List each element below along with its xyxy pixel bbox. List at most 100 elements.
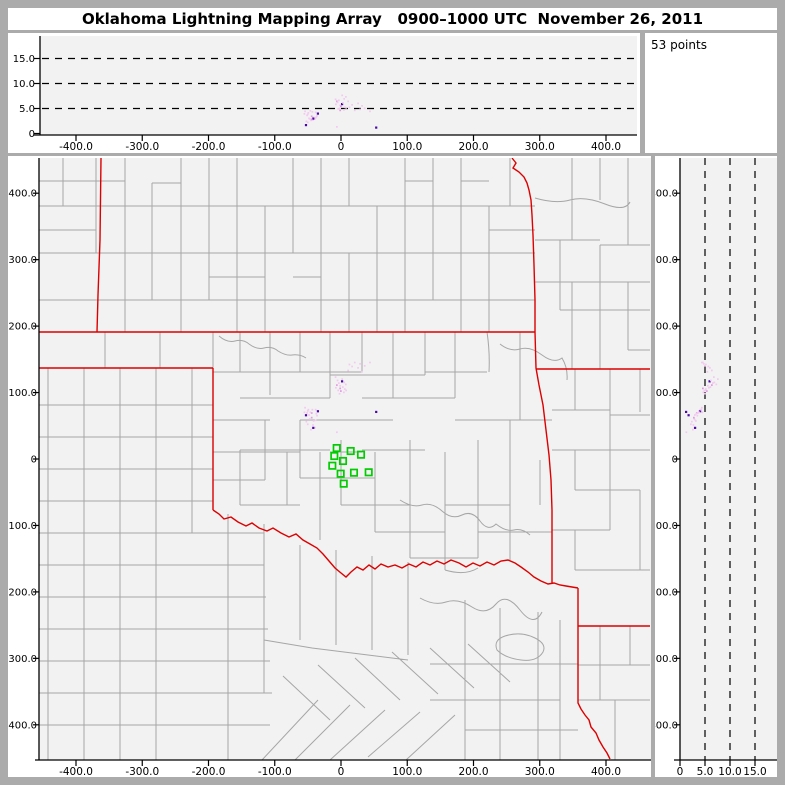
lightning-point [314, 426, 316, 429]
title-bar: Oklahoma Lightning Mapping Array 0900–10… [8, 8, 777, 30]
lightning-point [336, 101, 339, 104]
lightning-point [343, 98, 346, 100]
lightning-point [698, 410, 700, 412]
altitude-tick-label: 5.0 [697, 766, 714, 777]
lightning-point [310, 416, 313, 419]
lightning-point [316, 414, 318, 417]
lightning-point [304, 414, 308, 417]
station-marker [336, 469, 345, 478]
altitude-tick-label: 5.0 [19, 104, 35, 115]
ns-tick-label: -200.0 [8, 587, 37, 598]
ew-tick-label: -200.0 [192, 766, 226, 777]
lightning-point [702, 387, 704, 390]
altitude-tick-label: 0 [677, 766, 684, 777]
station-marker [349, 468, 359, 477]
lightning-point [708, 380, 711, 383]
station-marker [330, 451, 339, 461]
lightning-point [339, 384, 342, 387]
lightning-point [306, 121, 309, 124]
ns-tick-label: 300.0 [8, 255, 37, 266]
lightning-point [315, 116, 318, 118]
lightning-point [698, 411, 701, 414]
ew-tick-label: 200.0 [458, 141, 488, 153]
lightning-point [343, 381, 346, 384]
lightning-point [314, 408, 317, 411]
ns-tick-label: -200.0 [655, 587, 678, 598]
lightning-point [306, 114, 308, 117]
lightning-point [342, 391, 345, 394]
lightning-point [701, 361, 703, 364]
ns-tick-label: 200.0 [8, 322, 37, 333]
lightning-point [334, 98, 337, 101]
plot-background [39, 158, 651, 760]
lightning-point [314, 117, 317, 119]
lightning-point [312, 424, 314, 426]
lightning-point [363, 107, 366, 110]
lightning-point [344, 383, 347, 386]
ns-tick-label: -400.0 [8, 720, 37, 731]
lightning-point [353, 109, 356, 112]
lightning-point [713, 381, 716, 384]
lightning-point [345, 389, 347, 392]
lightning-point [348, 363, 351, 366]
lightning-point [334, 376, 337, 378]
lightning-point [375, 410, 378, 414]
altitude-tick-label: 15.0 [743, 766, 766, 777]
station-marker [364, 468, 373, 477]
lightning-point [701, 411, 704, 414]
ns-tick-label: 200.0 [655, 322, 678, 333]
lightning-point [340, 103, 344, 106]
lightning-point [339, 387, 342, 390]
lightning-point [713, 376, 715, 378]
ew-tick-label: 400.0 [591, 141, 621, 153]
lightning-point [307, 112, 310, 114]
ew-altitude-panel: 0 5.0 10.0 15.0 -400.0 -300.0 -200.0 -100.0 0 100… [8, 33, 640, 153]
ns-tick-label: 0 [672, 455, 678, 466]
lightning-point [692, 428, 694, 431]
lightning-point [703, 389, 706, 392]
window-title: Oklahoma Lightning Mapping Array 0900–10… [81, 10, 704, 28]
altitude-tick-label: 10.0 [718, 766, 741, 777]
ns-altitude-plot[interactable]: 400.0 300.0 200.0 100.0 0 -100.0 -200.0 -300.0 -… [655, 156, 777, 777]
lightning-point [694, 414, 696, 416]
ew-tick-label: 0 [338, 141, 345, 153]
stations-layer [328, 443, 373, 488]
lightning-point [361, 105, 363, 107]
lightning-point [348, 106, 351, 109]
ns-tick-label: -100.0 [655, 521, 678, 532]
ns-tick-label: 400.0 [8, 189, 37, 200]
lightning-point [341, 378, 344, 380]
points-layer [303, 361, 378, 434]
lightning-point [338, 382, 340, 384]
ns-tick-label: -300.0 [8, 654, 37, 665]
lightning-point [312, 119, 314, 121]
lightning-point [306, 113, 309, 116]
lightning-point [363, 364, 366, 367]
plan-view-map[interactable]: 400.0 300.0 200.0 100.0 0 -100.0 -200.0 -300.0 -… [8, 156, 651, 777]
points-count-label: 53 points [651, 38, 707, 52]
lightning-point [710, 379, 712, 382]
lightning-point [304, 124, 308, 127]
lightning-point [687, 414, 690, 417]
lightning-point [347, 369, 349, 372]
lightning-point [357, 102, 359, 105]
lightning-point [369, 361, 371, 364]
lightning-point [707, 365, 710, 368]
lightning-point [336, 384, 338, 386]
lightning-point [351, 104, 353, 106]
ns-tick-label: -400.0 [655, 720, 678, 731]
lightning-point [310, 428, 312, 431]
lightning-point [685, 431, 688, 434]
ew-tick-label: 300.0 [525, 766, 555, 777]
lightning-point [375, 126, 378, 129]
lightning-point [703, 362, 705, 365]
station-marker [338, 456, 348, 466]
ns-tick-label: 100.0 [655, 388, 678, 399]
lightning-point [306, 412, 308, 414]
lightning-point [344, 96, 347, 98]
lightning-point [336, 100, 338, 103]
ew-altitude-plot[interactable]: 0 5.0 10.0 15.0 -400.0 -300.0 -200.0 -100.0 0 100… [8, 33, 640, 153]
ew-tick-label: 200.0 [458, 766, 488, 777]
lightning-point [309, 110, 312, 112]
lightning-point [359, 362, 361, 365]
